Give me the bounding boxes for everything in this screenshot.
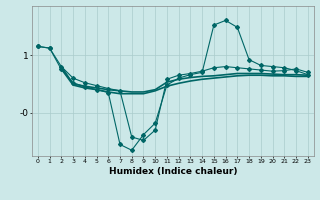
X-axis label: Humidex (Indice chaleur): Humidex (Indice chaleur) [108, 167, 237, 176]
